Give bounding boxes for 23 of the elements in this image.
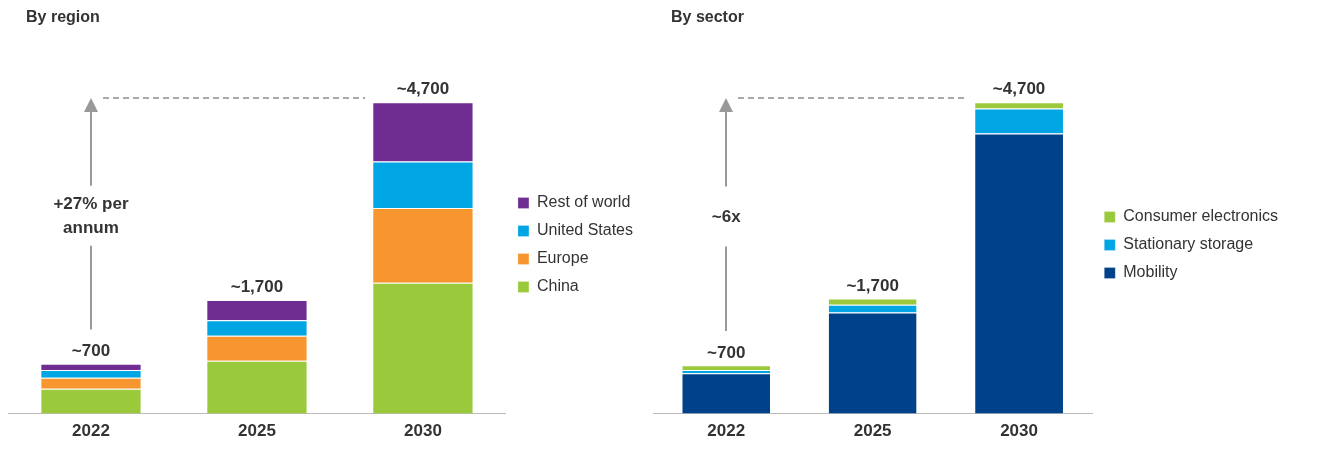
- legend-label: Stationary storage: [1123, 235, 1254, 253]
- annotation: ~4,700: [992, 79, 1046, 99]
- annotation: ~6x: [711, 205, 741, 228]
- annotation: ~1,700: [846, 275, 899, 295]
- annotation: ~4,700: [396, 79, 450, 99]
- legend-label: Consumer electronics: [1123, 207, 1279, 225]
- legend-label: Rest of world: [536, 193, 631, 211]
- x-tick-label: 2025: [853, 421, 892, 441]
- x-tick-label: 2022: [72, 421, 110, 441]
- x-tick-label: 2030: [404, 421, 442, 441]
- annotation: ~700: [71, 340, 111, 360]
- legend-label: Europe: [536, 249, 589, 267]
- x-tick-label: 2030: [1000, 421, 1038, 441]
- legend-label: United States: [536, 221, 634, 239]
- annotation: +27% per annum: [52, 193, 130, 239]
- annotation: ~1,700: [230, 277, 284, 297]
- annotation: ~700: [707, 342, 746, 362]
- x-tick-label: 2025: [238, 421, 276, 441]
- legend-label: Mobility: [1123, 263, 1178, 281]
- chart-title: By sector: [671, 8, 744, 26]
- legend-label: China: [536, 277, 579, 295]
- x-tick-label: 2022: [707, 421, 746, 441]
- chart-title: By region: [26, 8, 100, 26]
